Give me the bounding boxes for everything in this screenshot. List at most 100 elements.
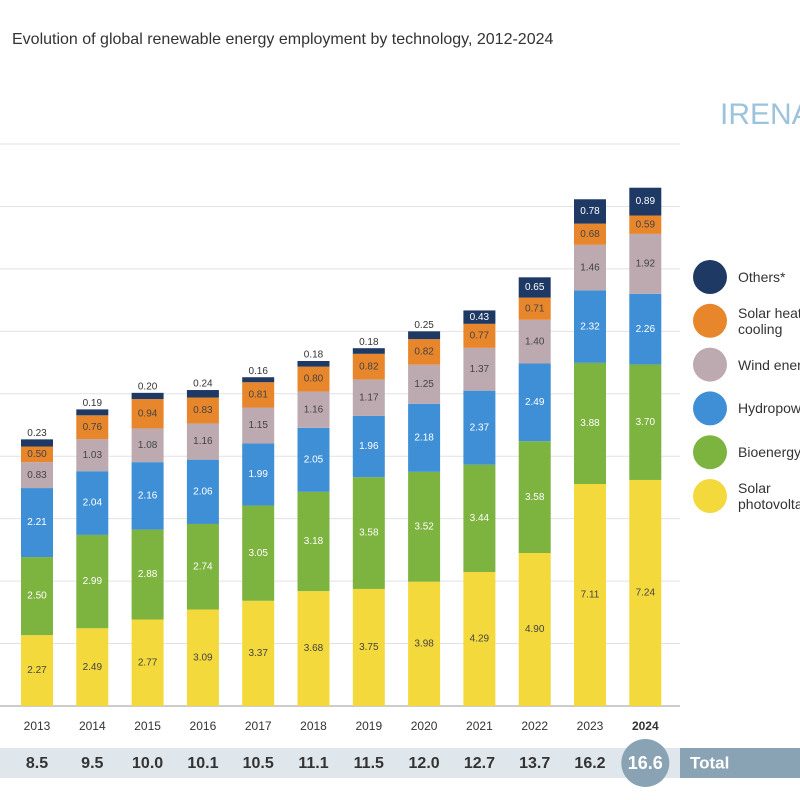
- x-tick-label: 2017: [245, 719, 272, 733]
- bar-segment: [352, 348, 385, 354]
- bar-segment: [21, 439, 53, 447]
- value-label: 0.80: [304, 374, 324, 385]
- x-tick-label: 2022: [521, 719, 548, 733]
- total-value: 10.0: [132, 755, 163, 772]
- value-label: 3.98: [414, 639, 434, 650]
- value-label: 0.71: [525, 303, 545, 314]
- bar-segment: [297, 491, 330, 592]
- x-tick-label: 2024: [632, 719, 659, 733]
- value-label: 3.37: [248, 648, 268, 659]
- bar-segment: [297, 427, 330, 492]
- value-label: 3.58: [359, 528, 379, 539]
- bar-segment: [186, 390, 219, 398]
- x-tick-label: 2023: [577, 719, 604, 733]
- bar-segment: [297, 360, 330, 367]
- value-label: 2.27: [27, 665, 47, 676]
- value-label: 0.82: [414, 347, 434, 358]
- bar-segment: [463, 347, 496, 391]
- legend-label: Others*: [738, 269, 786, 285]
- bar-segment: [463, 323, 496, 348]
- bar-segment: [21, 635, 53, 706]
- value-label: 0.76: [83, 422, 103, 433]
- value-label: 1.37: [470, 364, 490, 375]
- value-label: 3.18: [304, 536, 324, 547]
- bar-segment: [21, 462, 53, 489]
- bar-segment: [518, 319, 551, 364]
- bar-segment: [574, 223, 606, 245]
- value-label: 0.24: [193, 379, 213, 390]
- value-label: 2.77: [138, 657, 158, 668]
- bar-segment: [76, 415, 109, 440]
- legend-swatch: [693, 435, 727, 470]
- bar-segment: [463, 572, 496, 706]
- x-tick-label: 2018: [300, 719, 327, 733]
- bar-segment: [629, 479, 662, 706]
- bar-segment: [352, 415, 385, 478]
- legend-label: Solar heating/ cooling: [738, 304, 800, 337]
- total-value: 16.6: [628, 753, 663, 773]
- value-label: 2.06: [193, 486, 213, 497]
- bar-segment: [629, 364, 662, 480]
- bar-segment: [131, 392, 164, 400]
- bar-segment: [21, 446, 53, 463]
- value-label: 2.04: [83, 498, 103, 509]
- bar-segment: [242, 382, 275, 408]
- bar-segment: [186, 523, 219, 610]
- value-label: 3.88: [580, 418, 600, 429]
- bar-segment: [629, 215, 662, 234]
- bar-segment: [518, 441, 551, 554]
- value-label: 2.50: [27, 591, 47, 602]
- value-label: 1.16: [193, 436, 213, 447]
- value-label: 0.20: [138, 381, 158, 392]
- value-label: 7.24: [636, 588, 656, 599]
- bar-segment: [352, 379, 385, 416]
- bar-segment: [352, 477, 385, 589]
- value-label: 0.89: [636, 196, 656, 207]
- x-tick-label: 2013: [24, 719, 51, 733]
- bar-segment: [242, 505, 275, 601]
- value-label: 0.77: [470, 331, 490, 342]
- bar-segment: [21, 557, 53, 636]
- value-label: 2.88: [138, 569, 158, 580]
- chart-title: Evolution of global renewable energy emp…: [12, 31, 553, 48]
- bar-segment: [186, 609, 219, 706]
- total-value: 11.1: [298, 755, 328, 772]
- value-label: 2.49: [83, 662, 103, 673]
- value-label: 0.94: [138, 408, 158, 419]
- bar-segment: [408, 331, 441, 340]
- value-label: 2.21: [27, 517, 47, 528]
- value-label: 0.16: [248, 366, 268, 377]
- value-label: 0.18: [359, 337, 379, 348]
- value-label: 3.09: [193, 652, 213, 663]
- value-label: 3.05: [248, 548, 268, 559]
- x-tick-label: 2014: [79, 719, 106, 733]
- value-label: 2.05: [304, 454, 324, 465]
- bar-segment: [408, 403, 441, 472]
- bar-segment: [352, 353, 385, 380]
- bar-segment: [21, 488, 53, 558]
- bar-segment: [242, 443, 275, 506]
- total-value: 12.0: [409, 755, 440, 772]
- legend-label: Hydropower: [738, 400, 800, 417]
- legend-swatch: [693, 303, 727, 338]
- legend-label: Solar photovoltaic: [738, 480, 800, 512]
- bar-segment: [408, 364, 441, 404]
- value-label: 4.29: [470, 634, 490, 645]
- bar-segment: [518, 553, 551, 706]
- bar-segment: [518, 363, 551, 442]
- legend-swatch: [693, 347, 727, 382]
- total-value: 16.2: [574, 755, 605, 772]
- value-label: 1.25: [414, 379, 434, 390]
- value-label: 2.49: [525, 397, 545, 408]
- bar-segment: [131, 399, 164, 429]
- bar-segment: [297, 391, 330, 428]
- value-label: 0.65: [525, 282, 545, 293]
- bar-segment: [131, 529, 164, 620]
- bar-segment: [463, 464, 496, 573]
- logo: IRENA: [720, 98, 800, 131]
- legend-label: Bioenergy: [738, 444, 800, 461]
- value-label: 3.75: [359, 642, 379, 653]
- bar-segment: [574, 362, 606, 485]
